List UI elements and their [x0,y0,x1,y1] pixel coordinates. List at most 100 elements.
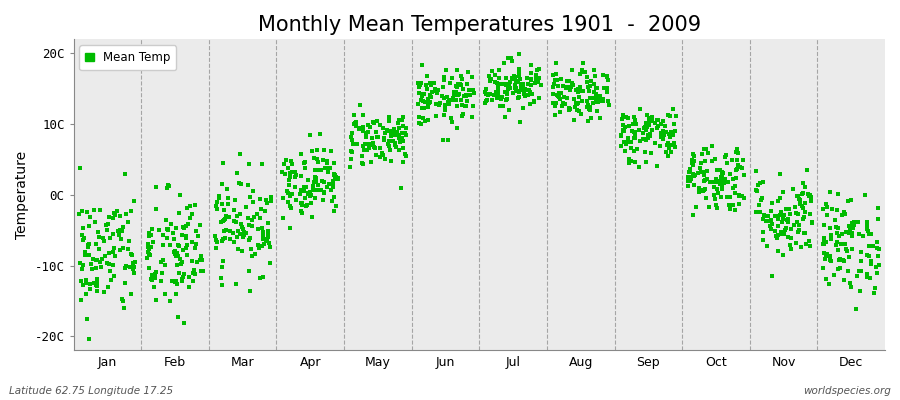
Point [349,123,364,129]
Point [83,281,97,287]
Point [491,81,506,88]
Point [414,121,428,127]
Point [763,208,778,214]
Point [871,216,886,223]
Point [581,84,596,90]
Point [491,90,505,96]
Point [827,217,842,223]
Point [870,244,885,251]
Point [459,98,473,105]
Point [160,185,175,192]
Point [569,100,583,106]
Point [189,228,203,234]
Point [429,112,444,119]
Point [488,72,502,78]
Point [639,159,653,165]
Point [780,216,795,222]
Point [301,190,315,196]
Point [684,176,698,183]
Point [563,84,578,90]
Point [420,117,435,123]
Point [781,234,796,240]
Point [825,206,840,212]
Point [367,144,382,150]
Text: Latitude 62.75 Longitude 17.25: Latitude 62.75 Longitude 17.25 [9,386,173,396]
Point [654,134,669,140]
Point [347,121,362,128]
Point [765,221,779,227]
Point [627,117,642,123]
Point [709,205,724,211]
Point [189,240,203,247]
Point [567,116,581,123]
Point [146,239,160,246]
Point [308,195,322,201]
Point [297,160,311,166]
Point [512,65,526,72]
Point [459,93,473,100]
Point [789,240,804,247]
Point [797,184,812,190]
Point [664,142,679,148]
Point [776,216,790,222]
Point [218,216,232,222]
Point [345,137,359,143]
Point [454,97,469,103]
Point [293,151,308,157]
Point [373,122,387,128]
Point [310,146,324,153]
Point [776,252,790,258]
Point [382,118,396,124]
Point [416,97,430,104]
Point [776,229,790,236]
Point [216,160,230,166]
Point [710,166,724,173]
Point [303,192,318,199]
Point [702,203,716,210]
Point [148,268,163,275]
Point [441,97,455,104]
Point [149,206,164,212]
Point [714,194,728,201]
Point [735,165,750,172]
Point [790,192,805,199]
Point [621,160,635,167]
Point [235,224,249,230]
Point [329,174,344,181]
Point [497,60,511,66]
Point [587,67,601,74]
Point [779,217,794,223]
Point [166,236,181,242]
Point [353,125,367,132]
Point [148,270,162,277]
Point [763,217,778,223]
Point [320,165,334,171]
Point [355,152,369,159]
Point [568,104,582,110]
Point [526,98,541,105]
Point [820,204,834,210]
Point [681,178,696,184]
Point [176,273,190,280]
Point [870,239,885,245]
Point [870,204,885,211]
Point [141,251,156,258]
Point [284,193,298,199]
Point [229,219,243,226]
Point [245,223,259,229]
Point [685,162,699,168]
Point [126,265,140,272]
Point [213,219,228,226]
Point [627,159,642,166]
Point [234,221,248,228]
Point [654,130,669,136]
Point [356,127,371,134]
Point [682,174,697,180]
Point [256,161,270,168]
Point [777,212,791,218]
Point [384,133,399,139]
Point [697,186,711,193]
Point [688,172,702,178]
Point [113,213,128,220]
Point [680,174,695,181]
